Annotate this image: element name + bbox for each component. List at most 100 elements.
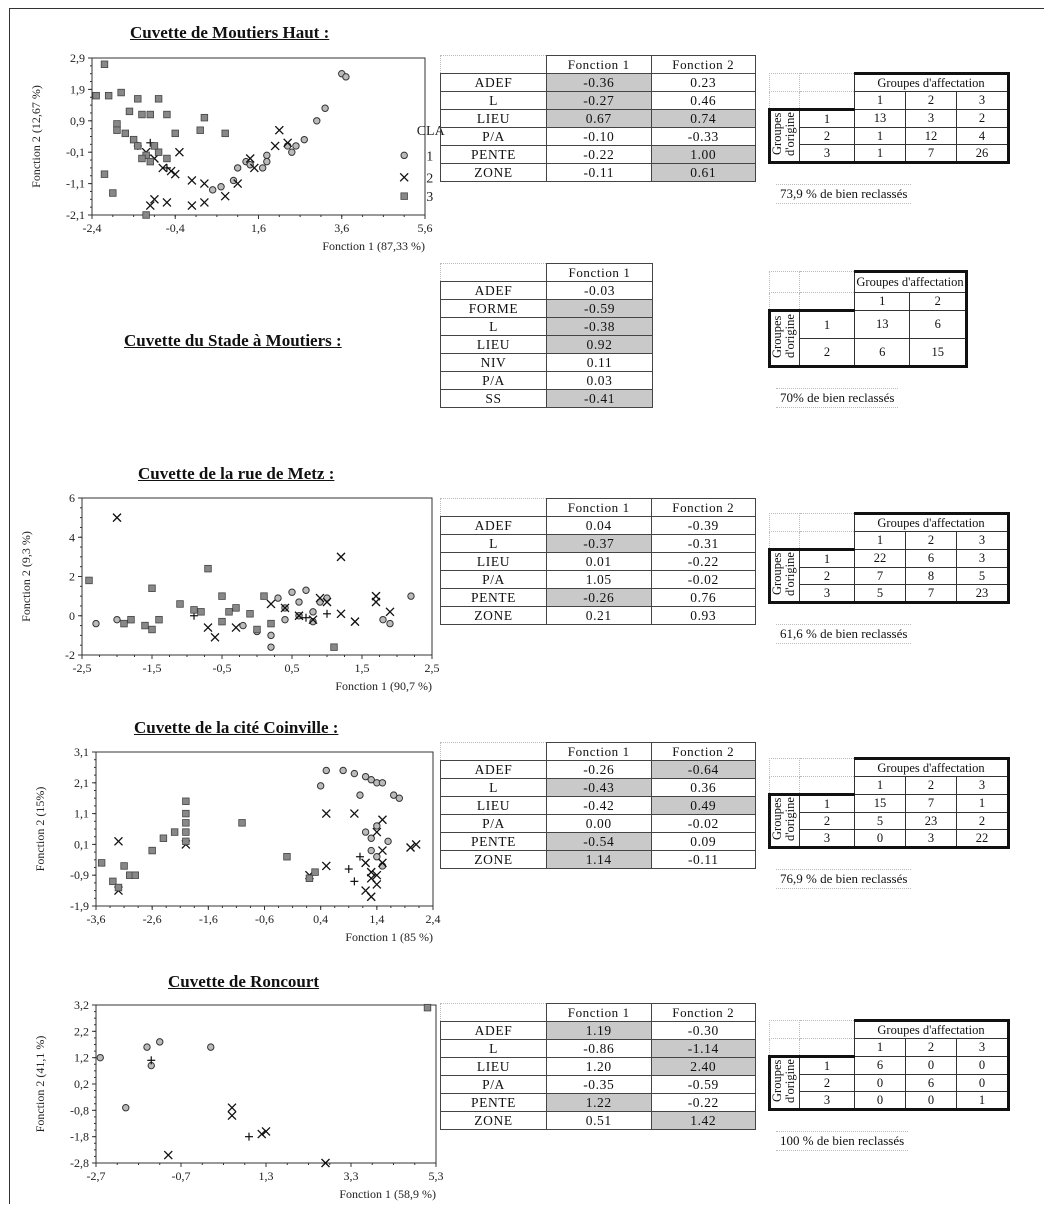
reclassification-rate: 70% de bien reclassés xyxy=(776,388,899,408)
coefficient-value: 0.46 xyxy=(650,91,756,110)
y-axis-label: Fonction 2 (9,3 %) xyxy=(19,531,33,622)
x-point xyxy=(315,593,325,603)
square-point xyxy=(114,883,123,892)
coefficient-value: -0.31 xyxy=(650,534,756,553)
square-point xyxy=(109,189,117,197)
variable-name: ADEF xyxy=(440,73,547,92)
classification-count: 22 xyxy=(956,829,1010,849)
plot-frame xyxy=(91,57,426,216)
y-tick-label: 1,1 xyxy=(74,807,89,821)
origin-group-number: 3 xyxy=(799,829,855,849)
origin-groups-label: Groupes d'origine xyxy=(770,314,797,359)
coefficient-value: -0.35 xyxy=(546,1075,652,1094)
x-stroke xyxy=(199,197,209,207)
circle-point xyxy=(313,117,321,125)
x-tick-label: 1,5 xyxy=(355,661,370,675)
y-tick-label: -0,8 xyxy=(70,1103,89,1117)
square-point xyxy=(138,110,146,119)
classification-count: 0 xyxy=(905,1091,957,1111)
coefficient-value: -0.03 xyxy=(546,281,653,300)
square-point xyxy=(146,157,154,166)
variable-name: ADEF xyxy=(440,516,547,535)
coefficient-value: -0.39 xyxy=(650,516,756,535)
circle-point xyxy=(400,151,408,160)
classification-row: Groupes d'origine 1 13 6 xyxy=(768,309,968,368)
legend-label: 2 xyxy=(426,171,433,186)
classification-count: 23 xyxy=(956,584,1010,604)
circle-point xyxy=(156,1038,164,1046)
x-stroke xyxy=(227,1103,237,1113)
coefficients-table-metz: Fonction 1 Fonction 2 ADEF 0.04 -0.39 L -0.37-… xyxy=(440,498,756,625)
circle-point xyxy=(367,846,375,855)
x-point xyxy=(261,1126,271,1136)
x-tick-label: 1,4 xyxy=(369,912,384,926)
origin-group-number: 2 xyxy=(799,812,855,830)
empty-cell xyxy=(769,73,800,92)
empty-cell xyxy=(769,271,800,293)
circle-point xyxy=(267,631,275,640)
x-tick-label: 1,3 xyxy=(259,1169,274,1183)
classification-count: 0 xyxy=(854,829,906,849)
x-point xyxy=(321,861,331,871)
classification-block-stade: Groupes d'affectation 1 2 Groupes d'origine… xyxy=(768,270,968,408)
classification-count: 23 xyxy=(905,812,957,830)
x-point xyxy=(233,179,243,189)
circle-point xyxy=(258,164,267,172)
x-tick-label: -1,5 xyxy=(143,661,162,675)
x-axis-label: Fonction 1 (90,7 %) xyxy=(335,679,432,693)
y-tick-label: 3,2 xyxy=(74,998,89,1012)
origin-group-number: 1 xyxy=(799,793,855,813)
variable-name: PENTE xyxy=(440,832,547,851)
assigned-group-number: 2 xyxy=(905,531,957,550)
circle-point xyxy=(267,643,275,651)
classification-count: 6 xyxy=(853,338,911,368)
coef-row: ADEF 0.04 -0.39 xyxy=(440,516,756,535)
y-tick-label: 2,9 xyxy=(70,51,85,65)
circle-point xyxy=(217,183,225,191)
x-point xyxy=(257,1129,267,1139)
coef-header: Fonction 2 xyxy=(650,55,756,74)
coef-row: LIEU 0.92 xyxy=(440,335,653,354)
square-point xyxy=(221,129,229,138)
square-point xyxy=(197,608,205,616)
x-stroke xyxy=(266,599,276,609)
coefficients-table-roncourt: Fonction 1 Fonction 2 ADEF 1.19 -0.30 L -0.86-… xyxy=(440,1003,756,1130)
square-point xyxy=(170,828,179,836)
square-point xyxy=(113,120,121,128)
square-point xyxy=(155,615,163,624)
square-point xyxy=(104,91,113,100)
classification-count: 1 xyxy=(956,794,1010,813)
circle-point xyxy=(309,608,317,616)
origin-groups-cell: Groupes d'origine xyxy=(768,309,800,368)
x-point xyxy=(149,194,159,204)
x-point xyxy=(377,846,387,856)
coefficient-value: 0.23 xyxy=(650,73,756,92)
empty-corner-cell xyxy=(440,742,547,761)
x-stroke xyxy=(361,858,371,868)
variable-name: ADEF xyxy=(440,760,547,779)
x-point xyxy=(349,809,359,819)
section-title-roncourt: Cuvette de Roncourt xyxy=(168,972,320,991)
coefficient-value: -0.64 xyxy=(650,760,756,779)
y-tick-label: -1,8 xyxy=(70,1130,89,1144)
square-point xyxy=(182,819,190,827)
empty-cell xyxy=(799,513,855,532)
variable-name: LIEU xyxy=(440,1057,547,1076)
origin-group-number: 1 xyxy=(799,548,855,568)
assigned-group-number: 2 xyxy=(905,91,957,110)
coefficient-value: 0.36 xyxy=(650,778,756,797)
x-point xyxy=(350,617,360,627)
empty-cell xyxy=(799,271,855,293)
assigned-group-number: 3 xyxy=(956,1038,1010,1057)
assigned-group-number: 1 xyxy=(854,1038,906,1057)
classification-count: 0 xyxy=(905,1056,957,1075)
x-tick-label: 0,4 xyxy=(313,912,328,926)
x-stroke xyxy=(377,846,387,856)
y-tick-label: -0,9 xyxy=(70,868,89,882)
classification-count: 5 xyxy=(854,584,906,604)
classification-count: 0 xyxy=(956,1056,1010,1075)
assigned-group-number: 1 xyxy=(854,531,906,550)
classification-row: Groupes d'origine 1 13 3 2 xyxy=(768,108,1010,164)
coef-row: P/A 1.05 -0.02 xyxy=(440,570,756,589)
origin-groups-cell: Groupes d'origine xyxy=(768,1055,800,1111)
